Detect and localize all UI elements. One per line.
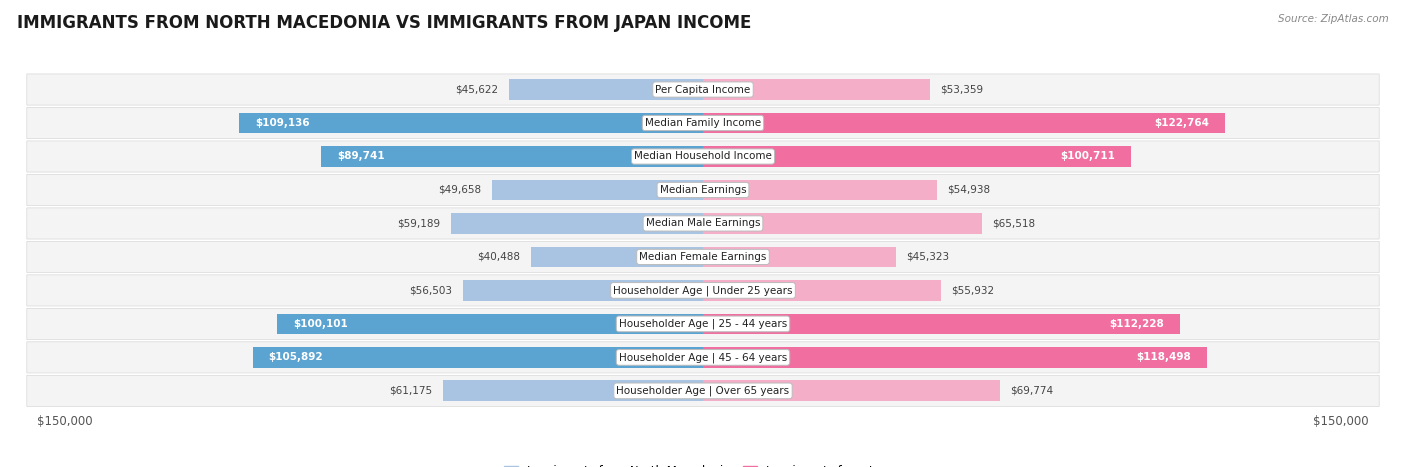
Bar [451,213,703,234]
Bar [703,180,936,200]
Bar [703,113,1225,134]
Text: $122,764: $122,764 [1154,118,1209,128]
Bar [703,247,896,267]
FancyBboxPatch shape [27,275,1379,306]
Text: $118,498: $118,498 [1136,353,1191,362]
Bar [253,347,703,368]
Text: Median Female Earnings: Median Female Earnings [640,252,766,262]
Text: $49,658: $49,658 [439,185,481,195]
Text: $59,189: $59,189 [398,219,440,228]
Text: $112,228: $112,228 [1109,319,1164,329]
Text: Householder Age | 25 - 44 years: Householder Age | 25 - 44 years [619,318,787,329]
Bar [703,280,941,301]
FancyBboxPatch shape [27,308,1379,340]
Bar [443,381,703,401]
Text: Median Male Earnings: Median Male Earnings [645,219,761,228]
Bar [463,280,703,301]
Bar [239,113,703,134]
Bar [703,213,981,234]
Text: IMMIGRANTS FROM NORTH MACEDONIA VS IMMIGRANTS FROM JAPAN INCOME: IMMIGRANTS FROM NORTH MACEDONIA VS IMMIG… [17,14,751,32]
Text: $65,518: $65,518 [993,219,1035,228]
Text: Householder Age | Under 25 years: Householder Age | Under 25 years [613,285,793,296]
FancyBboxPatch shape [27,74,1379,105]
FancyBboxPatch shape [27,375,1379,406]
Legend: Immigrants from North Macedonia, Immigrants from Japan: Immigrants from North Macedonia, Immigra… [499,460,907,467]
FancyBboxPatch shape [27,208,1379,239]
Text: Per Capita Income: Per Capita Income [655,85,751,94]
Text: Householder Age | Over 65 years: Householder Age | Over 65 years [616,386,790,396]
FancyBboxPatch shape [27,241,1379,273]
Text: $89,741: $89,741 [337,151,385,162]
Text: $100,711: $100,711 [1060,151,1115,162]
Bar [703,347,1206,368]
Text: $45,323: $45,323 [907,252,949,262]
FancyBboxPatch shape [27,342,1379,373]
FancyBboxPatch shape [27,141,1379,172]
FancyBboxPatch shape [27,174,1379,205]
Text: $45,622: $45,622 [456,85,498,94]
Text: Source: ZipAtlas.com: Source: ZipAtlas.com [1278,14,1389,24]
Bar [322,146,703,167]
Text: $109,136: $109,136 [254,118,309,128]
Bar [703,381,1000,401]
Text: $40,488: $40,488 [477,252,520,262]
Bar [492,180,703,200]
Bar [277,313,703,334]
Text: $61,175: $61,175 [389,386,432,396]
Text: Median Earnings: Median Earnings [659,185,747,195]
Text: $53,359: $53,359 [941,85,984,94]
Text: $56,503: $56,503 [409,285,453,296]
Text: $55,932: $55,932 [952,285,994,296]
Bar [509,79,703,100]
Bar [703,146,1132,167]
Text: $69,774: $69,774 [1011,386,1053,396]
Text: Median Family Income: Median Family Income [645,118,761,128]
FancyBboxPatch shape [27,107,1379,139]
Text: $105,892: $105,892 [269,353,323,362]
Bar [703,313,1180,334]
Bar [531,247,703,267]
Bar [703,79,929,100]
Text: $100,101: $100,101 [294,319,349,329]
Text: Median Household Income: Median Household Income [634,151,772,162]
Text: $54,938: $54,938 [948,185,990,195]
Text: Householder Age | 45 - 64 years: Householder Age | 45 - 64 years [619,352,787,363]
